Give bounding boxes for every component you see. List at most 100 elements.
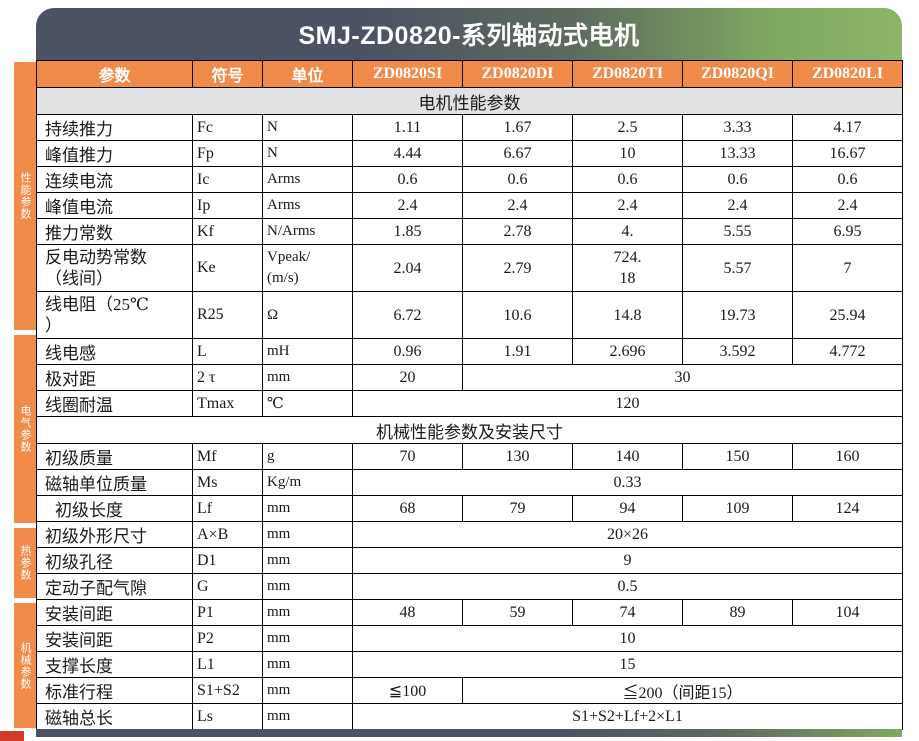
category-label-text: 热参数 <box>19 545 31 581</box>
param-unit-cell: Arms <box>262 166 353 193</box>
param-unit-cell: mm <box>262 599 353 626</box>
param-symbol-cell: S1+S2 <box>192 677 263 704</box>
value-cell: 104 <box>792 599 903 626</box>
param-name-cell: 初级孔径 <box>36 547 193 574</box>
category-label-1: 性能参数 <box>14 62 36 330</box>
param-symbol-cell: L <box>192 338 263 365</box>
value-cell: 30 <box>462 364 903 391</box>
title-bar: SMJ-ZD0820-系列轴动式电机 <box>36 8 902 60</box>
param-unit-cell: N <box>262 114 353 141</box>
footer-accent-mark <box>0 731 24 741</box>
value-cell: 124 <box>792 495 903 522</box>
param-name-cell: 线圈耐温 <box>36 390 193 417</box>
table-row: 线电阻（25℃） R25 Ω 6.72 10.6 14.8 19.73 25.94 <box>36 291 903 339</box>
param-name-cell: 峰值电流 <box>36 192 193 219</box>
value-cell: 2.79 <box>462 244 573 292</box>
value-cell: 94 <box>572 495 683 522</box>
value-cell: 1.67 <box>462 114 573 141</box>
value-cell: 0.6 <box>462 166 573 193</box>
value-cell: 1.91 <box>462 338 573 365</box>
table-row: 支撑长度 L1 mm 15 <box>36 651 903 678</box>
value-cell: 48 <box>352 599 463 626</box>
param-name-cell: 极对距 <box>36 364 193 391</box>
value-cell: 2.78 <box>462 218 573 245</box>
value-cell: 74 <box>572 599 683 626</box>
value-cell: 25.94 <box>792 291 903 339</box>
page-title: SMJ-ZD0820-系列轴动式电机 <box>298 22 640 50</box>
value-cell: 10 <box>572 140 683 167</box>
value-cell: 4.17 <box>792 114 903 141</box>
param-name-cell: 安装间距 <box>36 625 193 652</box>
value-cell: 0.6 <box>352 166 463 193</box>
param-unit-cell: mm <box>262 364 353 391</box>
param-unit-cell: mm <box>262 547 353 574</box>
value-cell: 150 <box>682 443 793 470</box>
value-cell: 10 <box>352 625 903 652</box>
value-cell: 1.11 <box>352 114 463 141</box>
param-name-cell: 初级外形尺寸 <box>36 521 193 548</box>
value-cell: 160 <box>792 443 903 470</box>
param-unit-cell: ℃ <box>262 390 353 417</box>
value-cell: 0.6 <box>682 166 793 193</box>
value-cell: 2.4 <box>682 192 793 219</box>
value-cell: 0.33 <box>352 469 903 496</box>
param-name-cell: 线电阻（25℃） <box>36 291 193 339</box>
param-name-cell: 线电感 <box>36 338 193 365</box>
param-unit-cell: g <box>262 443 353 470</box>
param-unit-cell: N <box>262 140 353 167</box>
param-unit-cell: Kg/m <box>262 469 353 496</box>
param-symbol-cell: R25 <box>192 291 263 339</box>
value-cell: 0.96 <box>352 338 463 365</box>
value-cell: 3.33 <box>682 114 793 141</box>
table-row: 连续电流 Ic Arms 0.6 0.6 0.6 0.6 0.6 <box>36 166 903 193</box>
category-label-3: 热参数 <box>14 528 36 598</box>
value-cell: 2.04 <box>352 244 463 292</box>
value-cell: 4. <box>572 218 683 245</box>
category-rail: 性能参数电气参数热参数机械参数 <box>14 62 36 728</box>
header-row: 参数 符号 单位 ZD0820SI ZD0820DI ZD0820TI ZD08… <box>36 60 903 88</box>
value-cell: 120 <box>352 390 903 417</box>
param-name-cell: 标准行程 <box>36 677 193 704</box>
table-row: 峰值推力 Fp N 4.44 6.67 10 13.33 16.67 <box>36 140 903 167</box>
table-row: 磁轴总长 Ls mm S1+S2+Lf+2×L1 <box>36 703 903 730</box>
table-body: 电机性能参数 持续推力 Fc N 1.11 1.67 2.5 3.33 4.17 峰值推力 Fp N 4… <box>36 87 903 730</box>
param-symbol-cell: D1 <box>192 547 263 574</box>
value-cell: 79 <box>462 495 573 522</box>
table-row: 安装间距 P1 mm 48 59 74 89 104 <box>36 599 903 626</box>
value-cell: 4.772 <box>792 338 903 365</box>
table-row: 磁轴单位质量 Ms Kg/m 0.33 <box>36 469 903 496</box>
value-cell: 0.6 <box>572 166 683 193</box>
category-label-text: 性能参数 <box>19 172 31 220</box>
table-row: 初级质量 Mf g 70 130 140 150 160 <box>36 443 903 470</box>
value-cell: 2.4 <box>462 192 573 219</box>
col-header-param: 参数 <box>36 60 193 88</box>
value-cell: 68 <box>352 495 463 522</box>
param-symbol-cell: Tmax <box>192 390 263 417</box>
value-cell: 2.696 <box>572 338 683 365</box>
col-header-zd0820si: ZD0820SI <box>352 60 463 88</box>
param-unit-cell: mm <box>262 521 353 548</box>
category-label-4: 机械参数 <box>14 603 36 728</box>
table-row: 反电动势常数 （线间） Ke Vpeak/(m/s) 2.04 2.79 724. 18 5.5… <box>36 244 903 292</box>
spec-table-wrap: 参数 符号 单位 ZD0820SI ZD0820DI ZD0820TI ZD08… <box>36 60 903 730</box>
param-symbol-cell: G <box>192 573 263 600</box>
category-label-text: 电气参数 <box>19 405 31 453</box>
value-cell: 3.592 <box>682 338 793 365</box>
table-row: 峰值电流 Ip Arms 2.4 2.4 2.4 2.4 2.4 <box>36 192 903 219</box>
param-symbol-cell: Mf <box>192 443 263 470</box>
category-label-text: 机械参数 <box>19 641 31 690</box>
table-row: 初级孔径 D1 mm 9 <box>36 547 903 574</box>
value-cell: 0.5 <box>352 573 903 600</box>
value-cell: 59 <box>462 599 573 626</box>
footer-bar <box>36 729 902 737</box>
param-unit-cell: mm <box>262 703 353 730</box>
value-cell: 6.72 <box>352 291 463 339</box>
table-row: 线圈耐温 Tmax ℃ 120 <box>36 390 903 417</box>
value-cell: 109 <box>682 495 793 522</box>
value-cell: 2.5 <box>572 114 683 141</box>
param-symbol-cell: 2 τ <box>192 364 263 391</box>
value-cell: 70 <box>352 443 463 470</box>
param-symbol-cell: L1 <box>192 651 263 678</box>
